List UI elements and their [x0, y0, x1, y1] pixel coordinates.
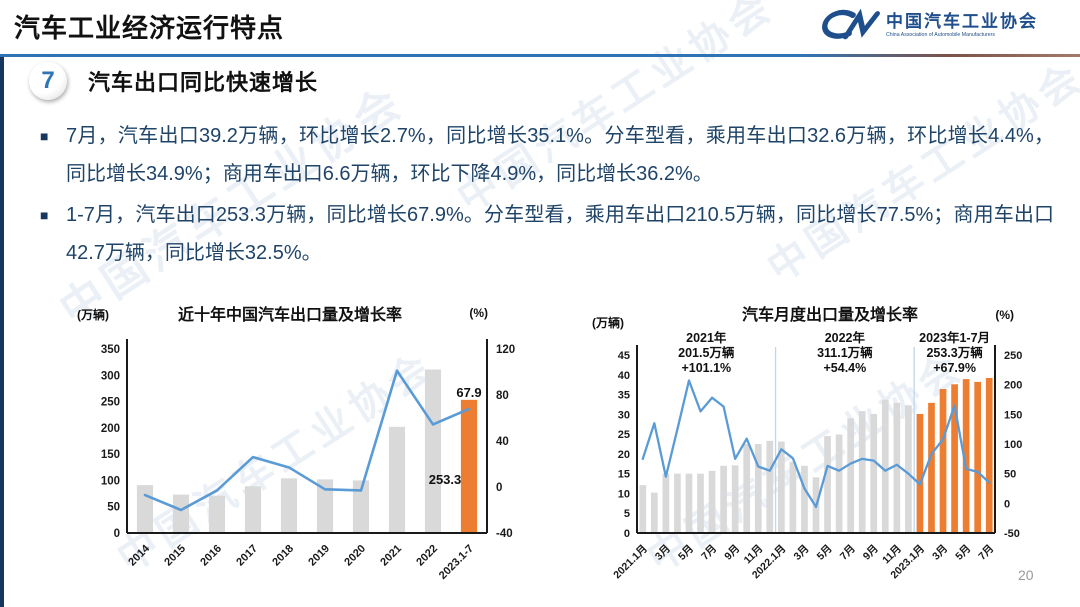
- svg-text:15: 15: [618, 469, 630, 481]
- monthly-chart-left-unit: (万辆): [592, 316, 624, 330]
- svg-text:5月: 5月: [676, 543, 696, 563]
- decade-chart-right-unit: (%): [469, 306, 488, 320]
- svg-text:50: 50: [1004, 469, 1016, 481]
- decade-chart-title: 近十年中国汽车出口量及增长率: [177, 307, 402, 324]
- svg-text:5: 5: [624, 508, 630, 520]
- svg-text:20: 20: [618, 449, 630, 461]
- bullet-text: 7月，汽车出口39.2万辆，环比增长2.7%，同比增长35.1%。分车型看，乘用…: [66, 125, 1054, 185]
- svg-text:3月: 3月: [653, 543, 673, 563]
- page-number: 20: [1018, 567, 1034, 583]
- svg-text:2021年: 2021年: [686, 330, 727, 345]
- left-edge-bar: [0, 57, 4, 607]
- svg-text:100: 100: [101, 475, 120, 487]
- svg-text:45: 45: [618, 350, 630, 362]
- svg-text:80: 80: [496, 390, 509, 402]
- bullet-text: 1-7月，汽车出口253.3万辆，同比增长67.9%。分车型看，乘用车出口210…: [66, 204, 1054, 264]
- section-number-badge: 7: [29, 62, 67, 100]
- bullet-item: ■ 7月，汽车出口39.2万辆，环比增长2.7%，同比增长35.1%。分车型看，…: [40, 117, 1054, 193]
- svg-text:10: 10: [618, 488, 630, 500]
- svg-text:2021.1月: 2021.1月: [611, 543, 650, 582]
- svg-text:25: 25: [618, 429, 630, 441]
- svg-text:9月: 9月: [861, 543, 881, 563]
- monthly-export-chart: 汽车月度出口量及增长率 (万辆) (%) 0 5 10 15 20 25 30 35 40 45 -…: [580, 298, 1080, 604]
- svg-text:150: 150: [1004, 409, 1022, 421]
- caam-logo: 中国汽车工业协会 China Association of Automobile…: [816, 7, 1064, 43]
- svg-text:7月: 7月: [699, 543, 719, 563]
- svg-text:2017: 2017: [234, 543, 260, 569]
- svg-text:30: 30: [618, 409, 630, 421]
- svg-text:0: 0: [114, 528, 120, 540]
- svg-text:40: 40: [618, 370, 630, 382]
- monthly-chart-plot: 0 5 10 15 20 25 30 35 40 45 -50 0 50 100 150 200 250 2021…: [611, 330, 1022, 582]
- caam-logo-en: China Association of Automobile Manufact…: [886, 32, 995, 38]
- slide-title: 汽车工业经济运行特点: [14, 13, 285, 43]
- svg-text:3月: 3月: [930, 543, 950, 563]
- svg-text:0: 0: [624, 528, 630, 540]
- bullet-square-icon: ■: [40, 207, 49, 223]
- bullet-item: ■ 1-7月，汽车出口253.3万辆，同比增长67.9%。分车型看，乘用车出口2…: [40, 196, 1054, 272]
- caam-logo-text: 中国汽车工业协会 China Association of Automobile…: [886, 7, 1064, 43]
- svg-text:35: 35: [618, 390, 630, 402]
- svg-text:9月: 9月: [722, 543, 742, 563]
- svg-text:3月: 3月: [792, 543, 812, 563]
- svg-text:-50: -50: [1004, 528, 1020, 540]
- svg-text:253.3万辆: 253.3万辆: [926, 345, 983, 360]
- svg-text:2020: 2020: [342, 543, 368, 569]
- svg-text:150: 150: [101, 449, 120, 461]
- svg-text:2022: 2022: [414, 543, 440, 569]
- decade-chart-left-unit: (万辆): [77, 308, 109, 322]
- svg-text:+54.4%: +54.4%: [823, 361, 866, 375]
- svg-text:-40: -40: [496, 528, 513, 540]
- svg-text:300: 300: [101, 370, 120, 382]
- svg-text:200: 200: [101, 423, 120, 435]
- section-heading: 汽车出口同比快速增长: [88, 70, 319, 95]
- svg-text:250: 250: [1004, 350, 1022, 362]
- monthly-chart-title: 汽车月度出口量及增长率: [741, 307, 918, 324]
- svg-text:2019: 2019: [306, 543, 332, 569]
- svg-text:2021: 2021: [378, 543, 404, 569]
- svg-text:350: 350: [101, 344, 120, 356]
- svg-text:50: 50: [107, 502, 120, 514]
- svg-text:311.1万辆: 311.1万辆: [817, 345, 873, 360]
- decade-export-chart: 近十年中国汽车出口量及增长率 (万辆) (%) 0 50 100 150 200 250 3…: [55, 298, 525, 604]
- bullet-square-icon: ■: [40, 128, 49, 144]
- svg-text:40: 40: [496, 436, 509, 448]
- svg-text:0: 0: [496, 482, 502, 494]
- svg-text:2018: 2018: [270, 543, 296, 569]
- svg-text:2023年1-7月: 2023年1-7月: [919, 330, 990, 345]
- svg-text:7月: 7月: [838, 543, 858, 563]
- monthly-chart-right-unit: (%): [995, 308, 1014, 322]
- svg-text:201.5万辆: 201.5万辆: [678, 345, 735, 360]
- svg-text:2014: 2014: [126, 542, 152, 568]
- caam-logo-cn: 中国汽车工业协会: [886, 12, 1038, 31]
- svg-text:5月: 5月: [815, 543, 835, 563]
- caam-logo-mark: [822, 8, 880, 40]
- header-divider: [0, 54, 1080, 57]
- svg-text:2015: 2015: [162, 543, 188, 569]
- svg-text:100: 100: [1004, 439, 1022, 451]
- svg-text:120: 120: [496, 344, 515, 356]
- svg-text:0: 0: [1004, 498, 1010, 510]
- svg-text:2023.1-7: 2023.1-7: [437, 543, 476, 582]
- svg-text:7月: 7月: [976, 543, 996, 563]
- svg-text:5月: 5月: [953, 543, 973, 563]
- svg-text:250: 250: [101, 397, 120, 409]
- svg-text:+67.9%: +67.9%: [933, 361, 976, 375]
- bullet-list: ■ 7月，汽车出口39.2万辆，环比增长2.7%，同比增长35.1%。分车型看，…: [40, 117, 1054, 275]
- svg-text:200: 200: [1004, 380, 1022, 392]
- svg-text:2016: 2016: [198, 543, 224, 569]
- decade-chart-plot: 0 50 100 150 200 250 300 350 -40 0 40 80 120 2014 2015…: [101, 339, 515, 582]
- svg-text:253.3: 253.3: [429, 472, 462, 487]
- svg-text:67.9: 67.9: [456, 385, 481, 400]
- svg-text:+101.1%: +101.1%: [681, 361, 731, 375]
- svg-text:2022年: 2022年: [825, 330, 866, 345]
